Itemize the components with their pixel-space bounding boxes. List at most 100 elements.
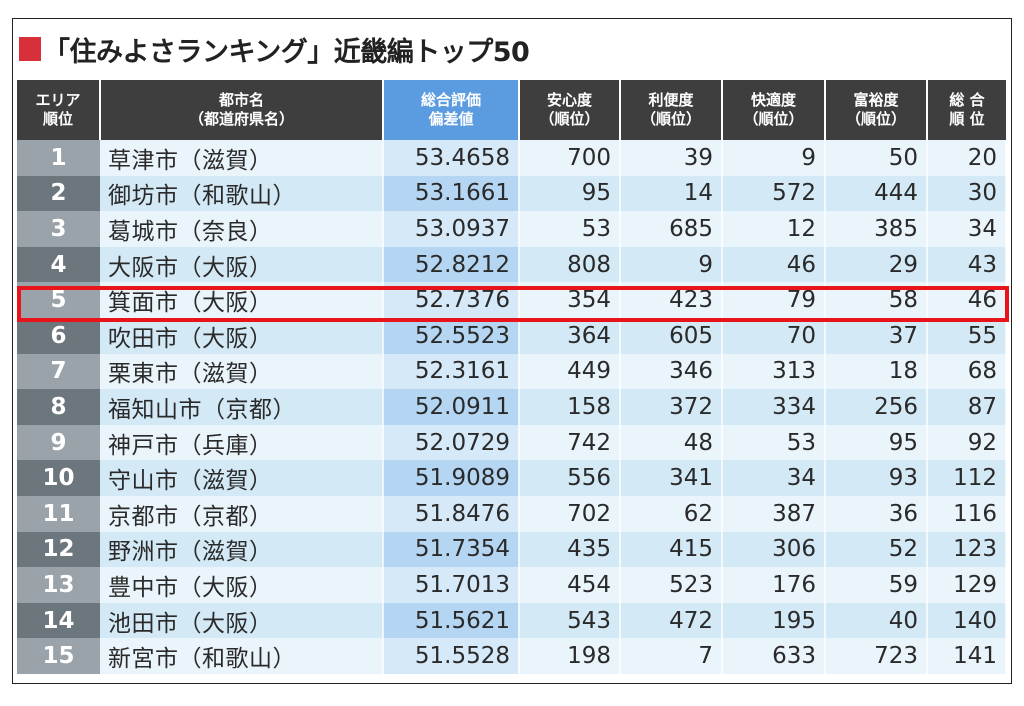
convenience-cell: 372 [620,389,723,425]
city-cell: 池田市（大阪） [100,602,384,639]
safety-cell: 354 [519,282,621,318]
score-cell: 52.3161 [383,353,520,390]
rank-cell: 5 [17,282,100,318]
overall-rank-cell: 123 [927,531,1007,568]
convenience-cell: 472 [620,602,723,639]
table-row: 10 守山市（滋賀） 51.9089 556 341 34 93 112 [17,460,1007,496]
header-row: エリア 順位 都市名 （都道府県名） 総合評価 偏差値 安心度 （順位） 利便度 （順位） 快適度（… [17,80,1006,140]
rank-cell: 4 [17,246,100,283]
header-convenience: 利便度 （順位） [620,80,723,140]
overall-rank-cell: 87 [927,389,1007,425]
table-row: 9 神戸市（兵庫） 52.0729 742 48 53 95 92 [17,424,1007,461]
convenience-cell: 62 [620,495,723,532]
comfort-cell: 12 [722,211,826,247]
overall-rank-cell: 92 [927,424,1007,461]
header-line2: （順位） [640,110,701,128]
overall-rank-cell: 20 [927,140,1007,176]
safety-cell: 158 [519,389,621,425]
rank-cell: 1 [17,140,100,176]
overall-rank-cell: 141 [927,638,1007,674]
convenience-cell: 341 [620,460,723,496]
header-line1: 都市名 [218,91,264,109]
city-cell: 吹田市（大阪） [100,317,384,354]
city-cell: 豊中市（大阪） [100,567,384,603]
header-line1: 快適度 [750,91,796,109]
header-line1: 総 合 [949,91,985,109]
wealth-cell: 58 [825,282,928,318]
wealth-cell: 29 [825,246,928,283]
safety-cell: 53 [519,211,621,247]
convenience-cell: 685 [620,211,723,247]
rank-cell: 6 [17,317,100,354]
overall-rank-cell: 43 [927,246,1007,283]
overall-rank-cell: 68 [927,353,1007,390]
header-line1: 安心度 [546,91,592,109]
safety-cell: 95 [519,175,621,212]
ranking-table: エリア 順位 都市名 （都道府県名） 総合評価 偏差値 安心度 （順位） 利便度 （順位） 快適度（… [17,80,1007,674]
overall-rank-cell: 55 [927,317,1007,354]
city-cell: 草津市（滋賀） [100,140,384,176]
wealth-cell: 444 [825,175,928,212]
score-cell: 52.7376 [383,282,520,318]
overall-rank-cell: 34 [927,211,1007,247]
score-cell: 52.5523 [383,317,520,354]
convenience-cell: 9 [620,246,723,283]
comfort-cell: 53 [722,424,826,461]
table-row: 6 吹田市（大阪） 52.5523 364 605 70 37 55 [17,317,1007,354]
rank-cell: 8 [17,389,100,425]
city-cell: 大阪市（大阪） [100,246,384,283]
wealth-cell: 385 [825,211,928,247]
comfort-cell: 306 [722,531,826,568]
wealth-cell: 36 [825,495,928,532]
title-text: 「住みよさランキング」近畿編トップ50 [43,36,530,68]
ranking-figure: 「住みよさランキング」近畿編トップ50 エリア 順位 都市名 （都道府県名） 総合評価偏… [12,18,1012,684]
page-title: 「住みよさランキング」近畿編トップ50 [19,29,530,69]
city-cell: 守山市（滋賀） [100,460,384,496]
score-cell: 51.7013 [383,567,520,603]
overall-rank-cell: 30 [927,175,1007,212]
comfort-cell: 34 [722,460,826,496]
convenience-cell: 523 [620,567,723,603]
header-line2: 偏差値 [428,110,474,128]
header-line2: （順位） [743,110,804,128]
table-row: 2 御坊市（和歌山） 53.1661 95 14 572 444 30 [17,175,1007,212]
safety-cell: 435 [519,531,621,568]
comfort-cell: 387 [722,495,826,532]
city-cell: 御坊市（和歌山） [100,175,384,212]
convenience-cell: 39 [620,140,723,176]
table-row: 15 新宮市（和歌山） 51.5528 198 7 633 723 141 [17,638,1007,674]
score-cell: 52.0911 [383,389,520,425]
score-cell: 51.5621 [383,602,520,639]
overall-rank-cell: 129 [927,567,1007,603]
safety-cell: 364 [519,317,621,354]
city-cell: 京都市（京都） [100,495,384,532]
header-line2: （順位） [539,110,600,128]
score-cell: 51.7354 [383,531,520,568]
wealth-cell: 52 [825,531,928,568]
overall-rank-cell: 116 [927,495,1007,532]
comfort-cell: 79 [722,282,826,318]
safety-cell: 808 [519,246,621,283]
city-cell: 葛城市（奈良） [100,211,384,247]
wealth-cell: 59 [825,567,928,603]
safety-cell: 198 [519,638,621,674]
safety-cell: 702 [519,495,621,532]
table-row: 8 福知山市（京都） 52.0911 158 372 334 256 87 [17,389,1007,425]
comfort-cell: 176 [722,567,826,603]
wealth-cell: 93 [825,460,928,496]
rank-cell: 12 [17,531,100,568]
convenience-cell: 7 [620,638,723,674]
overall-rank-cell: 112 [927,460,1007,496]
table-row: 7 栗東市（滋賀） 52.3161 449 346 313 18 68 [17,353,1007,390]
city-cell: 野洲市（滋賀） [100,531,384,568]
table-row: 5 箕面市（大阪） 52.7376 354 423 79 58 46 [17,282,1007,318]
table-row: 14 池田市（大阪） 51.5621 543 472 195 40 140 [17,602,1007,639]
safety-cell: 454 [519,567,621,603]
wealth-cell: 256 [825,389,928,425]
convenience-cell: 346 [620,353,723,390]
comfort-cell: 9 [722,140,826,176]
header-area-rank: エリア 順位 [17,80,101,140]
rank-cell: 7 [17,353,100,390]
header-line1: 富裕度 [853,91,899,109]
header-line2: 順 位 [949,110,985,128]
